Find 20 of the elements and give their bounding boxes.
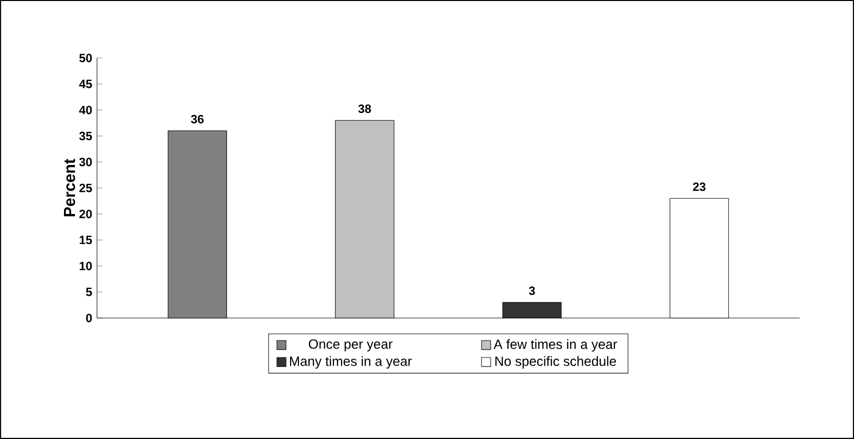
- y-tick-label: 25: [79, 184, 92, 192]
- y-tick-label: 5: [86, 288, 92, 296]
- y-tick-label: 35: [79, 132, 92, 140]
- data-label: 38: [358, 104, 371, 114]
- y-tick-label: 30: [79, 158, 92, 166]
- legend-label: No specific schedule: [495, 356, 616, 369]
- y-tick-label: 15: [80, 236, 92, 244]
- legend-label: Many times in a year: [290, 356, 412, 369]
- y-tick-label: 10: [80, 262, 92, 270]
- y-tick-label: 20: [79, 210, 92, 218]
- y-tick-label: 45: [79, 80, 92, 88]
- data-label: 36: [190, 114, 204, 124]
- y-tick-label: 50: [79, 54, 92, 62]
- data-label: 23: [693, 182, 706, 192]
- data-label: 3: [528, 286, 535, 296]
- y-axis-title: Percent: [64, 158, 76, 216]
- legend-label: A few times in a year: [494, 339, 618, 352]
- legend-label: Once per year: [308, 339, 392, 352]
- y-tick-label: 40: [79, 106, 92, 114]
- y-tick-label: 0: [86, 314, 92, 322]
